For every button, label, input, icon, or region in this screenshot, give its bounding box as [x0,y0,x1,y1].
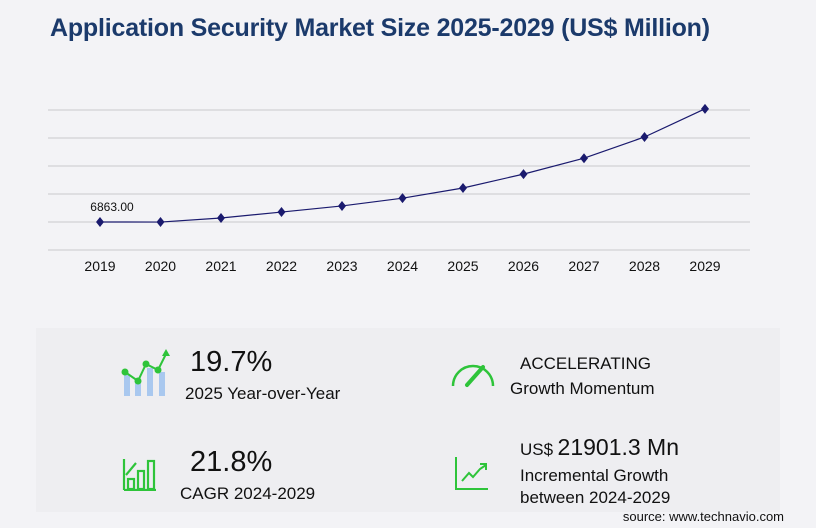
momentum-label: Growth Momentum [510,379,655,398]
chart-title: Application Security Market Size 2025-20… [50,14,710,42]
data-point [96,217,104,227]
line-chart: 2019 2020 2021 2022 2023 2024 2025 2026 2027 2028… [48,103,750,274]
incremental-value: 21901.3 Mn [557,434,680,460]
data-point [701,103,709,114]
bar-chart-icon [122,459,156,491]
momentum-value: ACCELERATING [520,354,651,373]
cagr-value: 21.8% [190,446,273,478]
x-tick-label: 2025 [447,258,478,274]
yoy-label: 2025 Year-over-Year [185,384,341,403]
currency-prefix: US$ [520,440,554,459]
series-line [99,108,706,223]
x-tick-label: 2026 [508,258,539,274]
data-label: 6863.00 [90,200,134,214]
incremental-period: between 2024-2029 [520,488,671,507]
x-tick-label: 2020 [145,258,176,274]
data-point [459,182,467,193]
data-point [398,193,407,204]
trend-up-icon [455,457,488,490]
data-point [580,153,588,164]
source-text: source: www.technavio.com [622,509,784,524]
yoy-value: 19.7% [190,346,273,378]
data-point [156,217,165,228]
data-point [338,200,346,211]
data-point [519,169,528,180]
x-tick-label: 2028 [629,258,660,274]
x-tick-label: 2029 [689,258,720,274]
x-tick-label: 2022 [266,258,297,274]
incremental-value-row: US$ 21901.3 Mn [520,434,679,461]
data-point [640,131,649,142]
x-tick-label: 2021 [205,258,236,274]
cagr-label: CAGR 2024-2029 [180,484,316,503]
x-tick-label: 2024 [387,258,418,274]
data-point [277,207,286,218]
stats-panel [36,328,780,512]
growth-chart-icon [121,349,170,396]
data-point [217,212,225,223]
incremental-label: Incremental Growth [520,466,669,485]
x-tick-label: 2027 [568,258,599,274]
x-tick-label: 2023 [326,258,357,274]
speedometer-icon [451,364,495,387]
x-tick-label: 2019 [84,258,115,274]
